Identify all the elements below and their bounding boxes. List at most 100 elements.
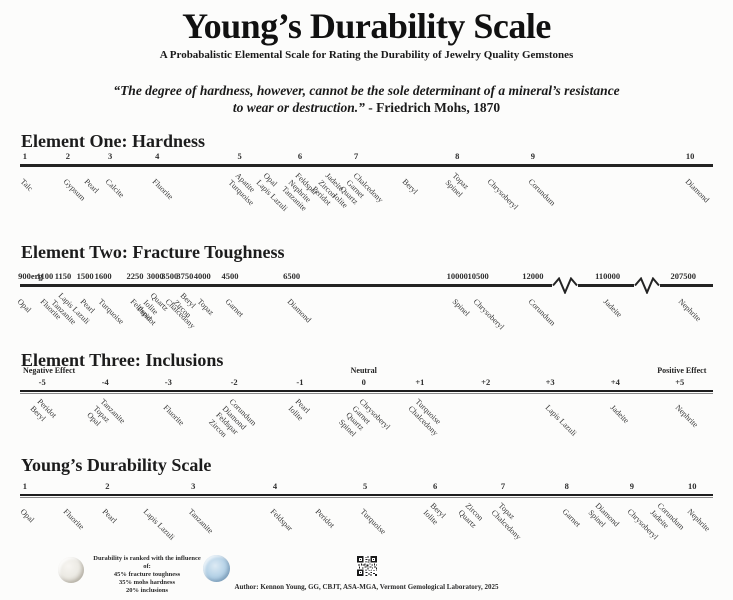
- section-title-hardness: Element One: Hardness: [21, 131, 205, 151]
- larimar-gem-photo: [203, 555, 230, 582]
- gem-label-text: Zircon Quartz: [456, 501, 485, 530]
- tick-label: 8: [455, 151, 460, 161]
- mohs-quote: “The degree of hardness, however, cannot…: [0, 82, 733, 116]
- tick-label: 12000: [522, 271, 544, 281]
- gem-label-text: Nephrite: [685, 507, 713, 534]
- tick-label: 10500: [467, 271, 489, 281]
- weighting-note-line: 45% fracture toughness: [113, 571, 181, 578]
- gem-label-text: Tanzanite Topaz Opal: [85, 397, 128, 428]
- gem-label-text: Topaz Spinel: [444, 171, 472, 199]
- gem-label-text: Apatite Turquoise: [226, 171, 257, 207]
- gem-label-text: Topaz Chalcedony: [489, 501, 524, 542]
- weighting-note: Durability is ranked with the influence …: [92, 555, 202, 595]
- tick-label: 1: [22, 151, 27, 161]
- tick-label: 1500: [76, 271, 94, 281]
- tick-label: 1100: [36, 271, 54, 281]
- axis-line-durability: [20, 494, 713, 498]
- gem-label-text: Chrysoberyl Garnet Quartz Spinel: [337, 397, 392, 438]
- quote-attribution: - Friedrich Mohs, 1870: [364, 100, 501, 115]
- gem-label-text: Chalcedony Garnet Quartz Iolite: [331, 171, 386, 210]
- tick-label: 4500: [221, 271, 239, 281]
- tick-label: 9: [629, 481, 635, 491]
- tick-label: 6500: [283, 271, 301, 281]
- scale-area-fracture-toughness: 900erg 1100 1150 1500 1600 2250 3000 3500 3750 40…: [16, 242, 713, 352]
- qr-code[interactable]: [357, 556, 377, 576]
- gem-label-text: Peridot: [313, 507, 337, 530]
- tick-label: 2: [105, 481, 110, 491]
- tick-label: 207500: [670, 271, 696, 281]
- tick-label: 1: [22, 481, 27, 491]
- tick-label: 7: [500, 481, 506, 491]
- tick-label: -5: [38, 377, 46, 387]
- section-title-durability: Young’s Durability Scale: [21, 455, 212, 475]
- tick-label: 10: [687, 481, 697, 491]
- tick-label: 5: [362, 481, 368, 491]
- tick-label: 8: [564, 481, 569, 491]
- gem-label-text: Fluorite: [61, 507, 86, 532]
- tick-label: 1600: [94, 271, 112, 281]
- tick-label: 3000: [146, 271, 164, 281]
- axis-break-icon: [551, 276, 578, 299]
- section-title-fracture-toughness: Element Two: Fracture Toughness: [21, 242, 285, 262]
- gem-label-text: Jadeite: [601, 297, 624, 320]
- axis-line-inclusions: [20, 390, 713, 394]
- tick-label: -4: [101, 377, 109, 387]
- tick-label: 2: [65, 151, 70, 161]
- gem-label-text: Tanzanite: [186, 507, 216, 536]
- tick-label: 3: [107, 151, 113, 161]
- tick-label: 4: [272, 481, 278, 491]
- axis-break-icon: [634, 276, 661, 299]
- gem-label-text: Beryl: [400, 177, 420, 196]
- tick-label: +2: [481, 377, 491, 387]
- tick-label: +5: [675, 377, 685, 387]
- gem-label-text: Beryl Iolite: [422, 501, 448, 527]
- weighting-note-line: 35% mohs hardness: [119, 579, 175, 586]
- gem-label-text: Peridot Beryl: [29, 397, 59, 423]
- gem-label-text: Feldspar: [268, 507, 295, 533]
- gem-label-text: Diamond: [285, 297, 313, 325]
- tick-label: 10: [685, 151, 695, 161]
- gem-label-text: Fluorite: [150, 177, 176, 202]
- scale-area-durability: 1 2 3 4 5 6 7 8 9 10 Opal Fluorite Pearl Lapis Lazuli…: [18, 455, 713, 565]
- gem-label-text: Chrysoberyl: [485, 177, 520, 212]
- tick-label: -2: [230, 377, 238, 387]
- gem-label-text: Topaz: [195, 297, 216, 318]
- gem-label-text: Spinel: [450, 297, 472, 318]
- tick-label: 1150: [54, 271, 72, 281]
- page-subtitle: A Probabalistic Elemental Scale for Rati…: [159, 49, 574, 61]
- gem-label-text: Pearl Iolite: [286, 397, 312, 423]
- tick-label: +1: [415, 377, 425, 387]
- axis-line-hardness: [20, 164, 713, 167]
- gem-label-text: Diamond Spinel: [586, 501, 622, 529]
- page-title: Young’s Durability Scale: [182, 6, 551, 46]
- tick-label: 5: [237, 151, 242, 161]
- gem-label-text: Turquoise: [358, 507, 388, 537]
- scale-section-hardness: Element One: Hardness 1 2 3 4 5 6 7 8 9 10 Talc Gyp…: [0, 131, 733, 242]
- tick-label: -1: [296, 377, 304, 387]
- tick-label: 4000: [193, 271, 211, 281]
- tick-label: 3500: [161, 271, 179, 281]
- tick-label: +4: [610, 377, 620, 387]
- tick-label: 110000: [595, 271, 621, 281]
- scale-section-durability: Young’s Durability Scale 1 2 3 4 5 6 7 8 9 10 Opal…: [0, 455, 733, 555]
- tick-label: -3: [164, 377, 172, 387]
- gem-label-text: Lapis Lazuli: [543, 403, 579, 438]
- weighting-note-line: 20% inclusions: [125, 587, 169, 594]
- gem-label-text: Fluorite: [161, 403, 187, 428]
- gem-label-text: Turquoise Chalcedony: [406, 397, 443, 438]
- gem-label-text: Garnet: [560, 507, 583, 529]
- gem-label-text: Lapis Lazuli: [141, 507, 177, 542]
- gem-label-text: Turquoise: [96, 297, 126, 327]
- scale-section-fracture-toughness: Element Two: Fracture Toughness 900erg 11…: [0, 242, 733, 350]
- tick-label: +3: [545, 377, 555, 387]
- effect-label: Positive Effect: [657, 366, 707, 375]
- tick-label: 0: [361, 377, 366, 387]
- gem-label-text: Corundum: [526, 297, 558, 328]
- section-title-inclusions: Element Three: Inclusions: [21, 350, 224, 370]
- gem-label-text: Quartz Iolite Peridot: [135, 291, 171, 328]
- tick-label: 7: [353, 151, 359, 161]
- gem-label-text: Pearl: [82, 177, 101, 195]
- tick-label: 3750: [176, 271, 194, 281]
- gem-label-text: Diamond: [683, 177, 712, 205]
- tick-label: 4: [155, 151, 160, 161]
